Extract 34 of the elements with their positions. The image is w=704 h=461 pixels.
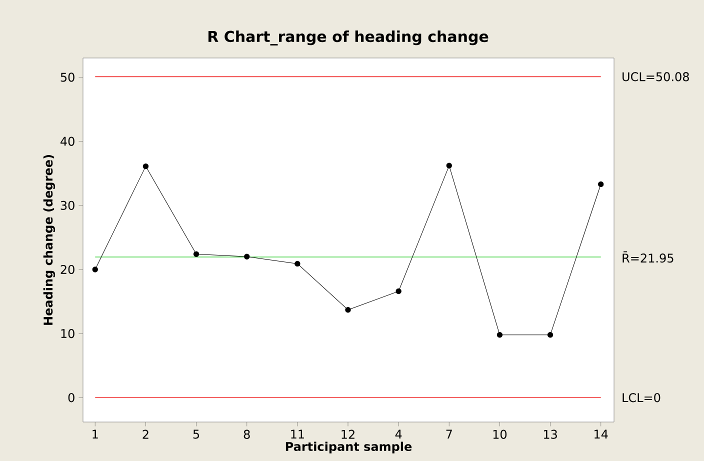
y-axis-title: Heading change (degree) — [43, 155, 56, 325]
y-tick-label: 10 — [61, 329, 74, 338]
x-tick-label: 2 — [142, 430, 148, 439]
y-tick-label: 30 — [60, 200, 74, 210]
x-tick-label: 5 — [193, 430, 200, 439]
x-tick-label: 14 — [594, 430, 608, 439]
point — [92, 266, 98, 272]
x-axis-title: Participant sample — [286, 442, 412, 454]
y-tick-label: 20 — [60, 264, 74, 274]
point — [496, 332, 503, 338]
point — [345, 307, 351, 313]
ref-line-label: UCL=50.08 — [622, 72, 689, 82]
ref-line-label: R̄=21.95 — [622, 251, 674, 263]
x-tick-label: 11 — [291, 430, 304, 439]
point — [193, 251, 200, 257]
chart-title: R Chart_range of heading change — [208, 30, 488, 46]
x-tick-label: 12 — [342, 430, 354, 439]
y-tick-label: 50 — [60, 72, 74, 82]
point — [547, 332, 554, 338]
point — [598, 181, 604, 188]
ref-line-label: LCL=0 — [622, 393, 660, 402]
point — [446, 162, 452, 169]
x-tick-label: 7 — [446, 430, 452, 439]
x-tick-label: 1 — [92, 430, 98, 439]
point — [244, 254, 250, 260]
point — [142, 163, 149, 170]
x-tick-label: 13 — [544, 430, 557, 439]
y-tick-label: 0 — [68, 393, 74, 402]
point — [294, 260, 300, 267]
y-tick-label: 40 — [60, 136, 74, 146]
x-tick-label: 4 — [395, 430, 402, 439]
point — [396, 288, 402, 294]
x-tick-label: 8 — [244, 430, 250, 439]
x-tick-label: 10 — [493, 430, 507, 439]
